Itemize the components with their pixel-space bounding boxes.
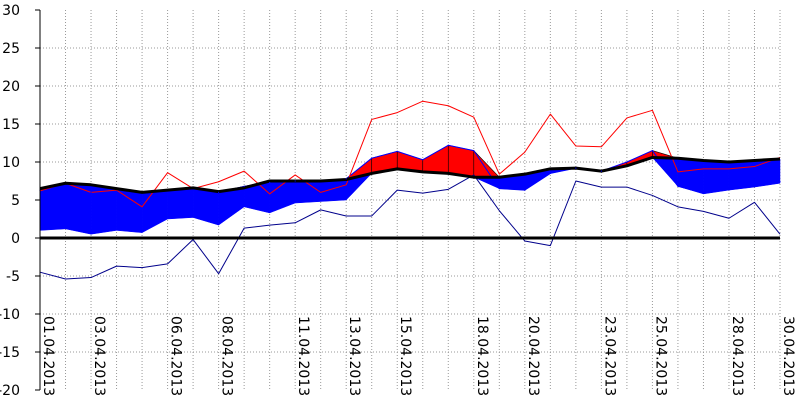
x-tick-label: 11.04.2013 — [295, 316, 311, 396]
minimum-line — [39, 174, 781, 280]
x-tick-label: 23.04.2013 — [601, 316, 617, 396]
below-norm-fill — [141, 189, 168, 234]
daily-mean-point — [320, 184, 322, 186]
below-norm-fill — [218, 187, 245, 226]
y-tick-label: 10 — [2, 155, 20, 171]
daily-mean-point — [753, 184, 756, 187]
y-tick-label: -15 — [0, 345, 20, 361]
deviation-fills — [39, 144, 781, 235]
series-lines — [39, 100, 781, 280]
daily-mean-point — [524, 189, 526, 191]
y-tick-label: -20 — [0, 383, 20, 399]
axes — [35, 9, 780, 391]
y-tick-label: 5 — [11, 193, 20, 209]
daily-mean-point — [549, 172, 551, 174]
daily-mean-point — [218, 191, 220, 193]
y-tick-label: 25 — [2, 41, 20, 57]
daily-mean-point — [651, 150, 654, 152]
daily-mean-point — [64, 185, 67, 187]
x-tick-label: 13.04.2013 — [346, 316, 362, 396]
daily-mean-point — [294, 180, 296, 182]
x-tick-label: 18.04.2013 — [474, 316, 490, 396]
daily-mean-point — [702, 192, 705, 194]
x-tick-label: 20.04.2013 — [525, 316, 541, 396]
daily-mean-point — [728, 188, 730, 190]
below-norm-fill — [39, 182, 66, 231]
y-tick-label: -5 — [6, 269, 20, 285]
daily-mean-point — [269, 181, 271, 184]
y-tick-label: 20 — [2, 79, 20, 95]
daily-mean-point — [345, 178, 347, 180]
daily-mean-point — [115, 193, 118, 195]
y-tick-label: -10 — [0, 307, 20, 323]
x-tick-label: 01.04.2013 — [40, 316, 56, 396]
below-norm-fill — [754, 158, 781, 188]
daily-mean-point — [371, 157, 373, 159]
below-norm-fill — [677, 157, 704, 195]
daily-mean-point — [677, 185, 679, 187]
x-tick-label: 06.04.2013 — [168, 316, 184, 396]
y-tick-label: 30 — [2, 3, 20, 19]
x-tick-label: 15.04.2013 — [397, 316, 413, 396]
daily-mean-point — [141, 202, 143, 204]
daily-mean-point — [166, 194, 169, 196]
x-tick-label: 30.04.2013 — [780, 316, 796, 396]
maximum-line — [39, 100, 781, 208]
daily-mean-point — [243, 185, 245, 187]
daily-mean-point — [600, 170, 602, 172]
daily-mean-point — [575, 167, 577, 169]
tick-labels: 30 25 20 15 10 5 0 -5 -10 -15 -20 01.04.2013 03.04.2… — [0, 3, 796, 399]
daily-mean-point — [90, 191, 92, 193]
below-norm-fill — [320, 179, 347, 202]
daily-mean-point — [396, 150, 398, 152]
above-norm-fill — [422, 144, 449, 174]
x-tick-label: 03.04.2013 — [91, 316, 107, 396]
daily-mean-point — [192, 189, 194, 191]
mean-line — [39, 155, 781, 194]
above-norm-fill — [473, 149, 501, 178]
y-tick-label: 15 — [2, 117, 20, 133]
below-norm-fill — [269, 180, 296, 214]
x-tick-label: 28.04.2013 — [729, 316, 745, 396]
daily-mean-point — [473, 150, 475, 152]
daily-mean-point — [498, 188, 500, 190]
y-tick-label: 0 — [11, 231, 20, 247]
daily-mean-point — [447, 144, 449, 146]
below-norm-fill — [192, 187, 219, 226]
daily-mean-point — [422, 159, 424, 161]
x-tick-label: 08.04.2013 — [219, 316, 235, 396]
daily-mean-point — [779, 181, 781, 183]
daily-mean-point — [626, 161, 628, 163]
x-tick-label: 25.04.2013 — [652, 316, 668, 396]
